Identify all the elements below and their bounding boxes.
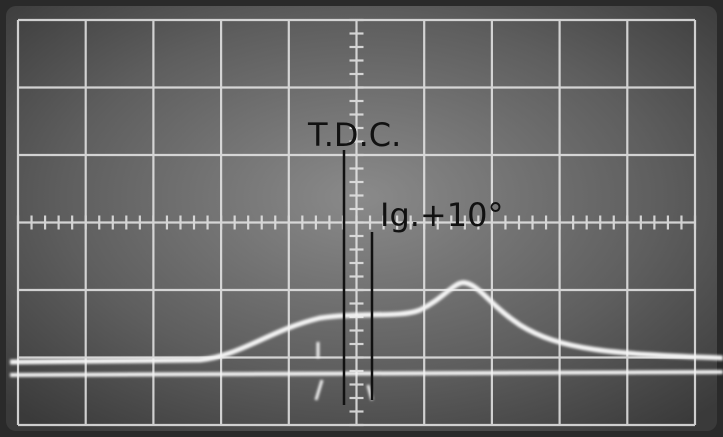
tdc-label: T.D.C. — [307, 116, 401, 154]
oscilloscope-photo: T.D.C. Ig.+10° — [0, 0, 723, 437]
ignition-label: Ig.+10° — [380, 196, 503, 234]
page: T.D.C. Ig.+10° (() => { const data = JSO… — [0, 0, 723, 437]
